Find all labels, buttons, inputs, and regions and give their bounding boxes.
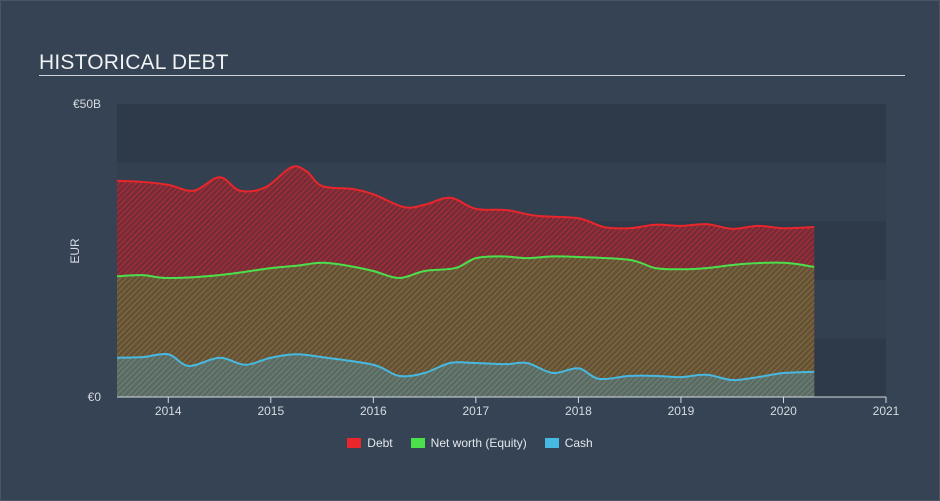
x-tick-label: 2018: [565, 404, 592, 418]
chart-title: HISTORICAL DEBT: [39, 51, 229, 74]
legend-label: Net worth (Equity): [430, 436, 527, 450]
y-axis-label: EUR: [68, 238, 82, 264]
debt-swatch: [347, 438, 362, 448]
x-tick-label: 2020: [770, 404, 797, 418]
x-tick-label: 2016: [360, 404, 387, 418]
x-tick-label: 2014: [155, 404, 182, 418]
cash-line: [116, 352, 815, 382]
cash-area: [117, 353, 815, 397]
grid-band: [117, 104, 886, 163]
title-divider: [39, 75, 905, 76]
legend-cash[interactable]: Cash: [544, 436, 593, 450]
x-tick-label: 2015: [257, 404, 284, 418]
y-tick-max: €50B: [73, 97, 101, 111]
net-line: [116, 255, 815, 280]
x-tick-label: 2017: [463, 404, 490, 418]
legend-label: Debt: [367, 436, 393, 450]
legend-label: Cash: [564, 436, 593, 450]
legend-debt[interactable]: Debt: [347, 436, 393, 450]
x-tick-label: 2021: [873, 404, 900, 418]
equity-swatch: [410, 438, 425, 448]
debt-line: [116, 165, 815, 230]
legend: Debt Net worth (Equity) Cash: [1, 436, 939, 450]
y-tick-zero: €0: [88, 390, 102, 404]
legend-equity[interactable]: Net worth (Equity): [410, 436, 527, 450]
x-tick-label: 2019: [668, 404, 695, 418]
cash-swatch: [544, 438, 559, 448]
